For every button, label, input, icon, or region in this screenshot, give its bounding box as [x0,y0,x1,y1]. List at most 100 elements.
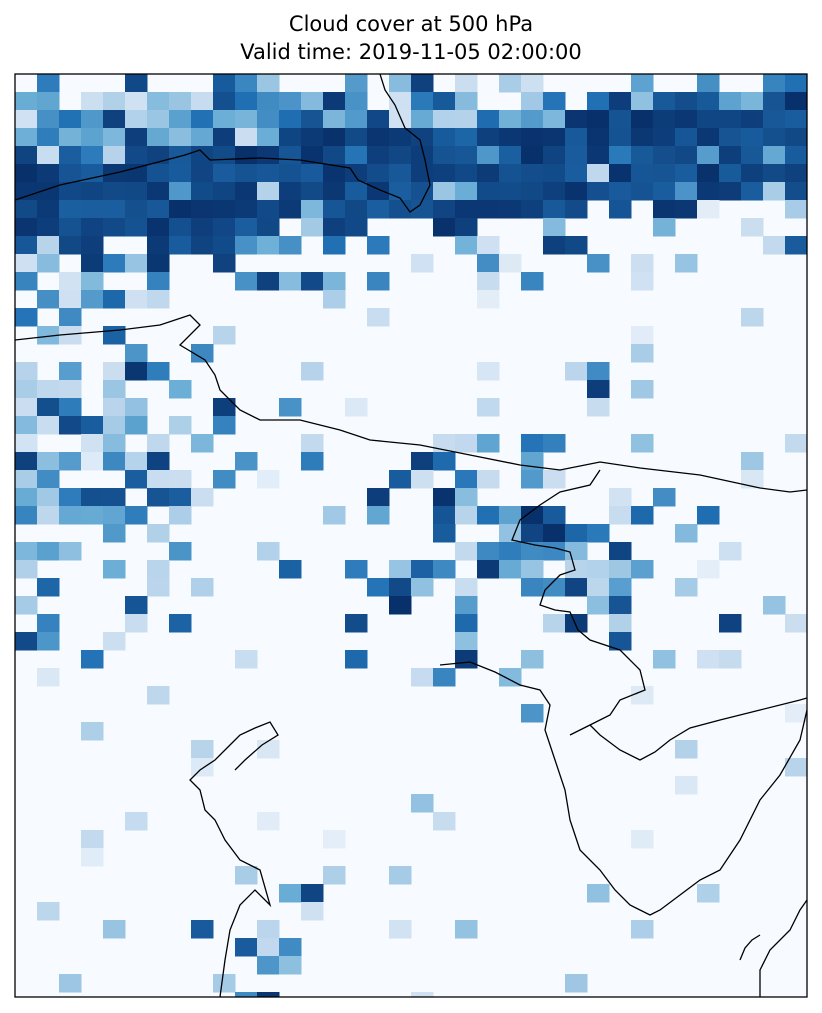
cloud-cell [15,272,38,291]
cloud-cell [631,182,654,201]
cloud-cell [433,164,456,183]
cloud-cell [81,200,104,219]
cloud-cell [521,272,544,291]
cloud-cell [103,416,126,435]
cloud-cell [741,308,764,327]
cloud-cell [477,164,500,183]
cloud-cell [477,560,500,579]
cloud-cell [411,794,434,813]
cloud-cell [15,92,38,111]
cloud-cell [565,128,588,147]
cloud-cell [323,272,346,291]
cloud-cell [235,992,258,997]
cloud-cell [521,470,544,489]
cloud-cell [455,92,478,111]
cloud-cell [169,200,192,219]
coastline-layer [15,74,807,997]
cloud-cell [499,164,522,183]
cloud-cell [477,272,500,291]
cloud-cell [521,578,544,597]
cloud-cell [37,902,60,921]
cloud-cell [499,560,522,579]
cloud-cell [191,200,214,219]
cloud-cell [631,434,654,453]
cloud-cell [675,776,698,795]
cloud-cell [477,362,500,381]
cloud-cell [257,74,280,93]
cloud-cell [433,524,456,543]
cloud-cell [15,488,38,507]
cloud-cell [521,110,544,129]
cloud-cell [521,542,544,561]
cloud-cell [565,560,588,579]
cloud-cell [37,452,60,471]
cloud-cell [565,110,588,129]
cloud-cell [59,200,82,219]
cloud-cell [609,164,632,183]
cloud-cell [477,128,500,147]
cloud-cell [213,92,236,111]
cloud-cell [257,272,280,291]
cloud-cell [301,92,324,111]
cloud-cell [477,200,500,219]
cloud-cell [631,272,654,291]
cloud-cell [279,146,302,165]
cloud-cell [785,92,807,111]
cloud-cell [433,506,456,525]
cloud-cell [499,182,522,201]
cloud-cell [675,524,698,543]
cloud-cell [367,110,390,129]
cloud-cell [411,200,434,219]
cloud-cell [213,236,236,255]
cloud-cell [235,218,258,237]
cloud-cell [147,272,170,291]
cloud-cell [367,164,390,183]
cloud-cell [125,200,148,219]
cloud-cell [389,200,412,219]
cloud-cell [697,74,720,93]
cloud-cell [367,488,390,507]
cloud-cell [345,92,368,111]
cloud-cell [565,362,588,381]
cloud-cell [697,92,720,111]
cloud-cell [433,92,456,111]
cloud-cell [103,326,126,345]
cloud-cell [389,866,412,885]
cloud-cell [587,146,610,165]
cloud-cell [147,362,170,381]
cloud-cell [609,128,632,147]
cloud-cell [763,74,786,93]
cloud-cell [59,182,82,201]
cloud-cell [675,254,698,273]
cloud-cell [785,74,807,93]
cloud-cell [367,308,390,327]
cloud-cell [565,146,588,165]
cloud-cell [675,110,698,129]
cloud-cell [609,596,632,615]
cloud-cell [587,110,610,129]
cloud-cell [631,506,654,525]
cloud-cell [103,560,126,579]
cloud-cell [543,218,566,237]
cloud-cell [455,920,478,939]
cloud-cell [455,128,478,147]
cloud-cell [631,326,654,345]
cloud-cell [785,146,807,165]
coastline-east-shore [511,469,646,736]
cloud-cell [455,470,478,489]
cloud-cell [15,218,38,237]
cloud-cell [543,578,566,597]
cloud-cell [455,650,478,669]
cloud-cell [59,488,82,507]
cloud-cell [675,128,698,147]
cloud-cell [521,560,544,579]
cloud-cell [37,128,60,147]
cloud-cell [169,146,192,165]
cloud-cell [433,560,456,579]
cloud-cell [543,128,566,147]
cloud-cell [279,272,302,291]
cloud-cell [609,110,632,129]
cloud-cell [15,596,38,615]
cloud-cell [499,254,522,273]
cloud-cell [59,218,82,237]
